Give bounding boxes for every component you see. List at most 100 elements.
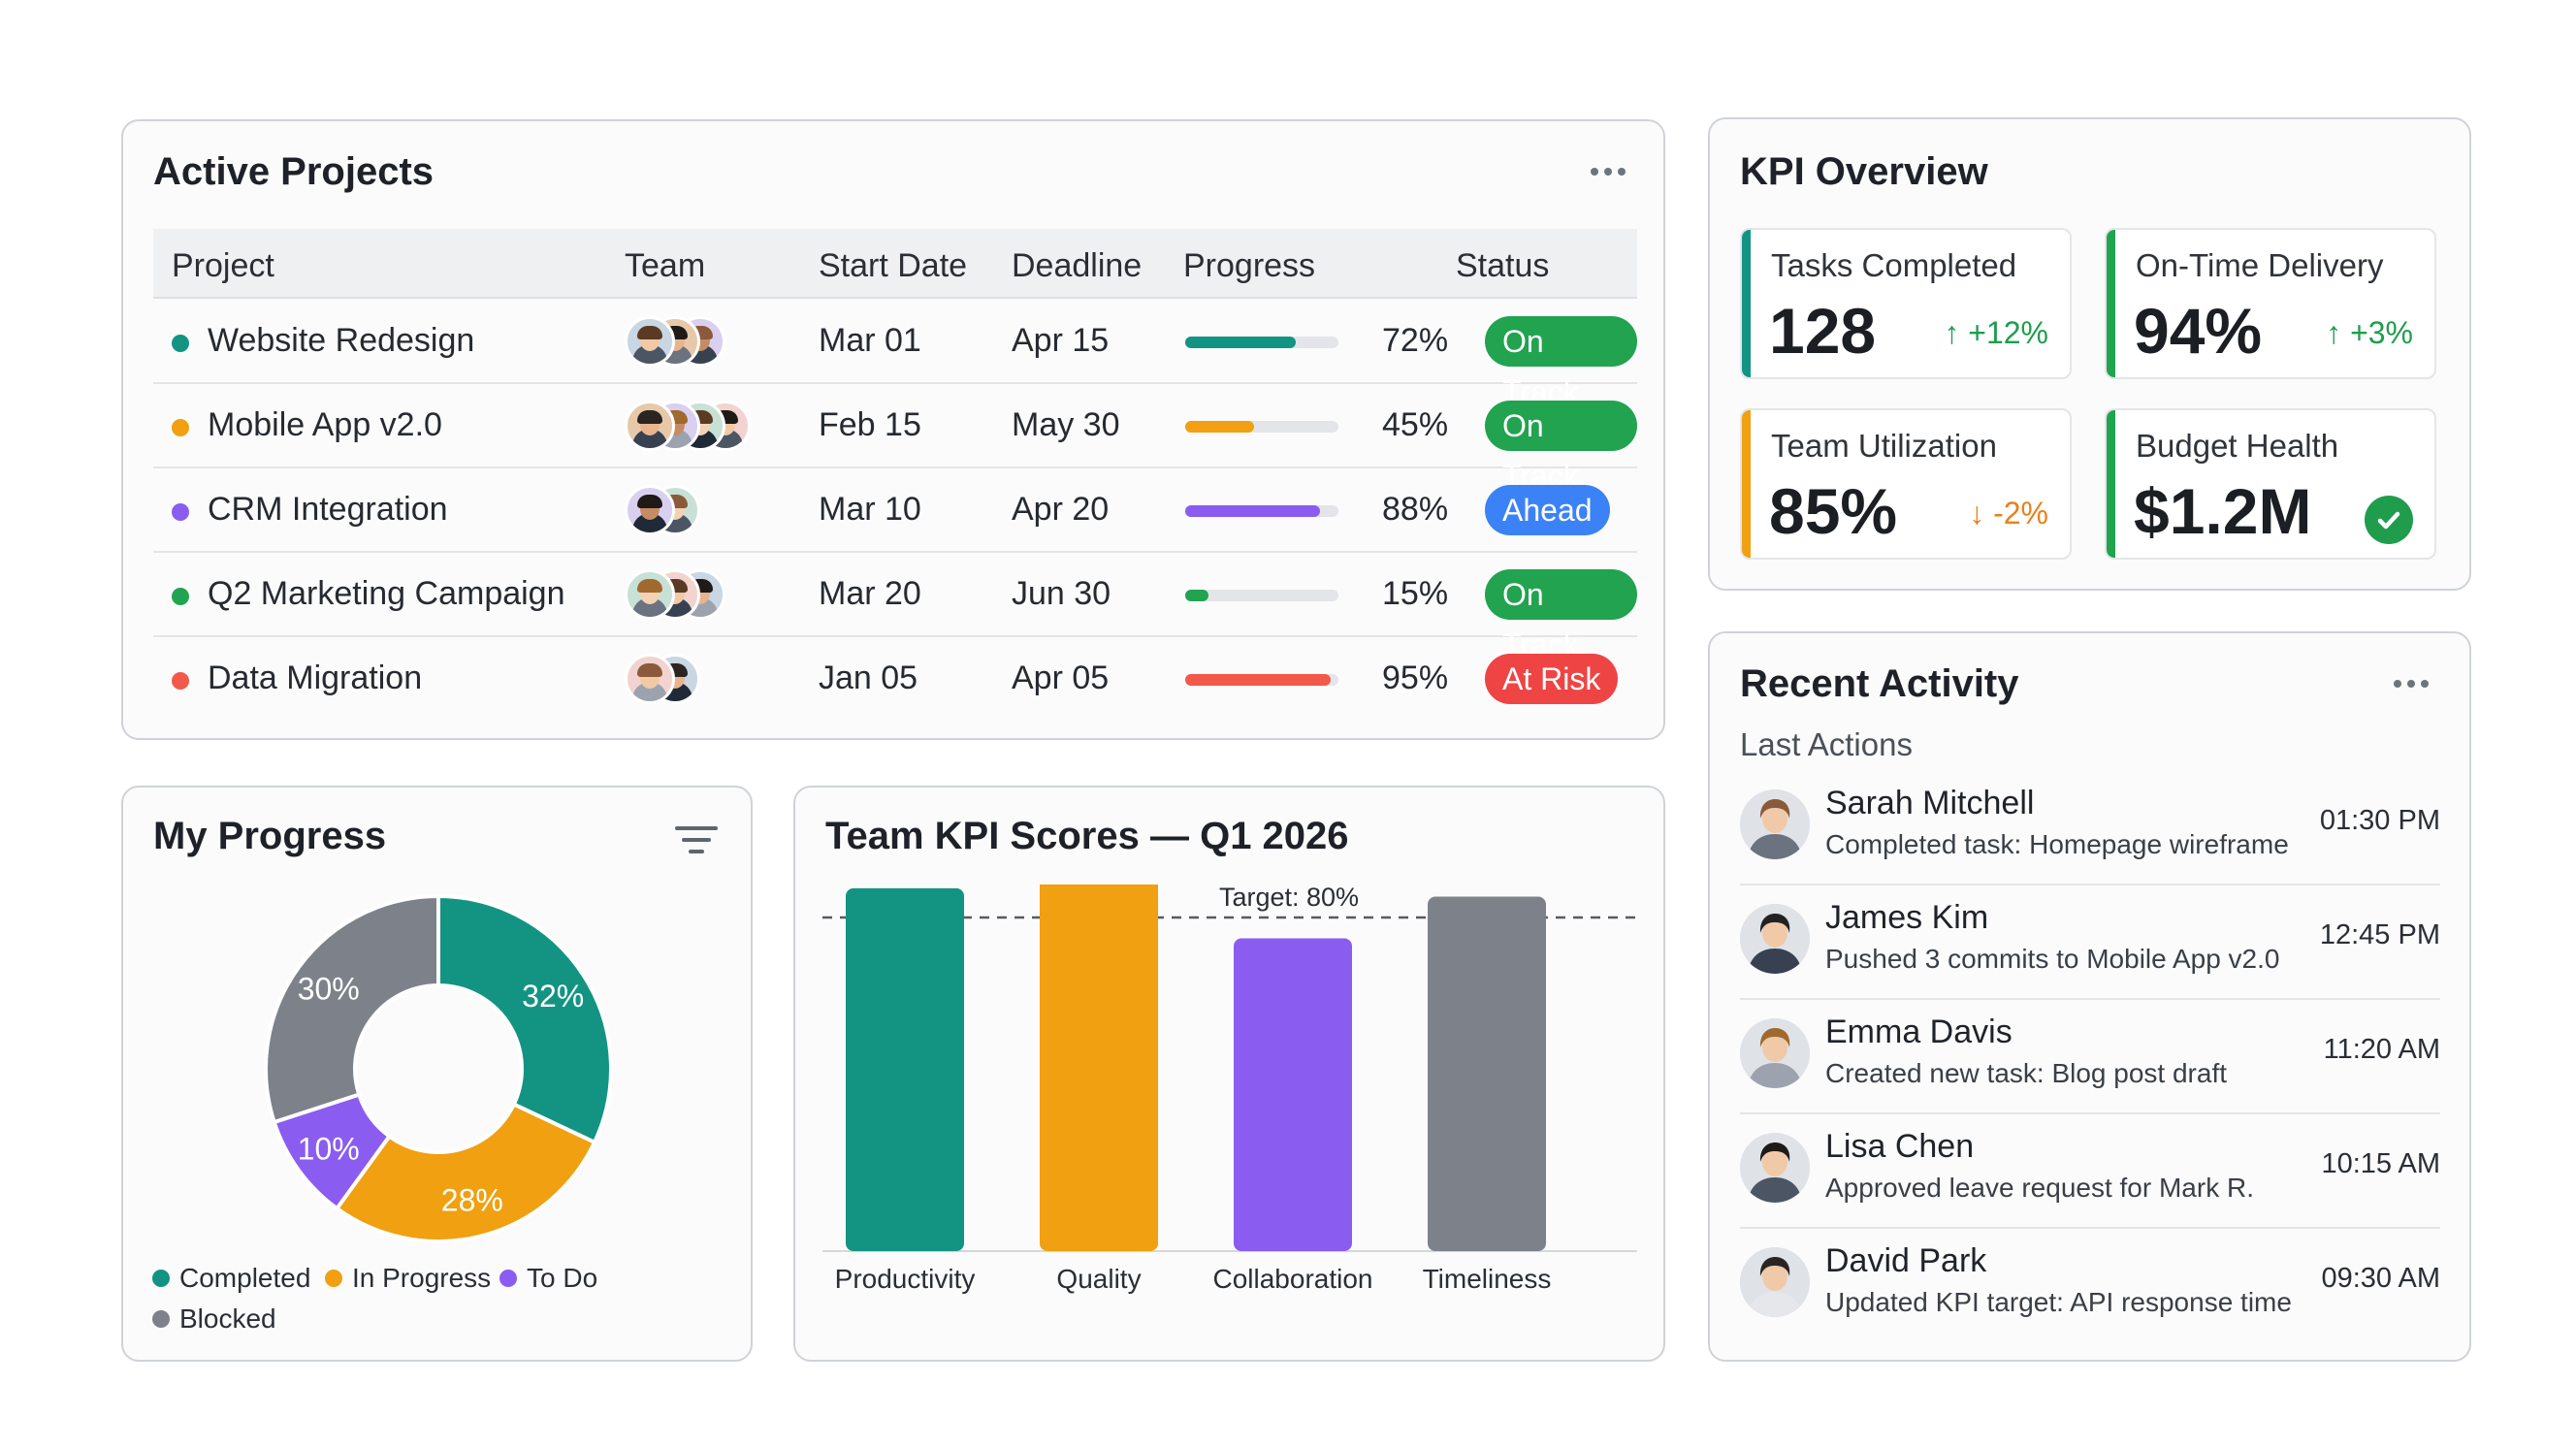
- my-progress-card: My Progress 32% 28% 10% 30% Completed In Pr…: [121, 786, 753, 1362]
- table-row[interactable]: Mobile App v2.0 Feb 15 May 30 45% On Track: [153, 384, 1637, 494]
- progress-percent: 45%: [1382, 406, 1449, 443]
- kpi-tile-budget-health[interactable]: Budget Health $1.2M: [2105, 408, 2436, 560]
- kpi-value: 128: [1769, 295, 1877, 367]
- kpi-value: $1.2M: [2134, 475, 2312, 547]
- donut-slice-blocked[interactable]: [264, 893, 440, 1125]
- kpi-accent-bar: [2107, 230, 2115, 377]
- progress-percent: 72%: [1382, 322, 1449, 359]
- more-options-icon[interactable]: [2386, 672, 2436, 695]
- kpi-tile-tasks-completed[interactable]: Tasks Completed 128 ↑ +12%: [1740, 228, 2072, 379]
- recent-activity-card: Recent Activity Last Actions Sarah Mitch…: [1708, 631, 2471, 1362]
- table-row[interactable]: Website Redesign Mar 01 Apr 15 72% On Track: [153, 300, 1637, 409]
- progress-bar: [1185, 337, 1338, 348]
- donut-legend: Completed In Progress To Do Blocked: [152, 1263, 734, 1350]
- avatar[interactable]: [625, 316, 675, 367]
- divider: [1740, 1227, 2440, 1229]
- activity-item[interactable]: Emma Davis Created new task: Blog post dr…: [1740, 1000, 2440, 1114]
- avatar-shirt: [632, 429, 667, 448]
- project-name[interactable]: Q2 Marketing Campaign: [208, 575, 565, 612]
- column-header-status[interactable]: Status: [1456, 247, 1550, 284]
- status-badge[interactable]: On Track: [1485, 316, 1637, 409]
- column-header-start-date[interactable]: Start Date: [819, 247, 968, 284]
- status-badge[interactable]: On Track: [1485, 569, 1637, 662]
- project-name[interactable]: Website Redesign: [208, 322, 475, 359]
- avatar[interactable]: [625, 569, 675, 620]
- recent-activity-subtitle: Last Actions: [1740, 726, 1913, 762]
- bar-timeliness[interactable]: [1428, 896, 1546, 1252]
- activity-user-name[interactable]: David Park: [1825, 1242, 1987, 1279]
- donut-slice-label: 32%: [522, 979, 584, 1014]
- kpi-label: Team Utilization: [1771, 428, 1997, 464]
- table-row[interactable]: Q2 Marketing Campaign Mar 20 Jun 30 15% On T…: [153, 553, 1637, 662]
- recent-activity-title: Recent Activity: [1740, 662, 2019, 705]
- divider: [1740, 998, 2440, 1000]
- bar-productivity[interactable]: [846, 887, 964, 1251]
- avatar[interactable]: [1740, 789, 1810, 859]
- avatar-hair: [637, 663, 662, 677]
- filter-icon[interactable]: [674, 822, 719, 857]
- progress-bar: [1185, 674, 1338, 686]
- start-date: Mar 20: [819, 575, 921, 612]
- deadline: Jun 30: [1012, 575, 1111, 612]
- x-tick-label: Timeliness: [1423, 1264, 1552, 1294]
- donut-slice-label: 28%: [441, 1183, 503, 1218]
- activity-user-name[interactable]: Sarah Mitchell: [1825, 785, 2035, 821]
- activity-description: Completed task: Homepage wireframe: [1825, 829, 2289, 859]
- project-status-dot: [172, 335, 189, 352]
- legend-swatch: [152, 1270, 170, 1287]
- legend-item-completed: Completed: [152, 1263, 310, 1294]
- status-badge[interactable]: At Risk: [1485, 654, 1619, 704]
- project-name[interactable]: CRM Integration: [208, 491, 448, 528]
- donut-slice-in-progress[interactable]: [334, 1101, 597, 1243]
- progress-bar-fill: [1185, 505, 1321, 517]
- legend-swatch: [152, 1310, 170, 1328]
- column-header-progress[interactable]: Progress: [1183, 247, 1316, 284]
- bar-collaboration[interactable]: [1234, 938, 1352, 1252]
- kpi-value: 94%: [2134, 295, 2263, 367]
- avatar[interactable]: [1740, 904, 1810, 974]
- avatar[interactable]: [1740, 1018, 1810, 1088]
- activity-user-name[interactable]: James Kim: [1825, 899, 1989, 936]
- kpi-accent-bar: [1742, 230, 1751, 377]
- x-tick-label: Collaboration: [1213, 1264, 1373, 1294]
- activity-description: Updated KPI target: API response time: [1825, 1287, 2292, 1317]
- activity-item[interactable]: David Park Updated KPI target: API respon…: [1740, 1229, 2440, 1343]
- kpi-tile-team-utilization[interactable]: Team Utilization 85% ↓ -2%: [1740, 408, 2072, 560]
- project-name[interactable]: Mobile App v2.0: [208, 406, 442, 443]
- status-badge[interactable]: Ahead: [1485, 485, 1610, 535]
- activity-item[interactable]: James Kim Pushed 3 commits to Mobile App …: [1740, 885, 2440, 1000]
- project-status-dot: [172, 419, 189, 436]
- kpi-accent-bar: [1742, 410, 1751, 558]
- bar-quality[interactable]: [1040, 885, 1158, 1251]
- column-header-deadline[interactable]: Deadline: [1012, 247, 1143, 284]
- deadline: Apr 05: [1012, 660, 1110, 696]
- activity-user-name[interactable]: Lisa Chen: [1825, 1128, 1975, 1165]
- team-kpi-bar-chart: Target: 80%87%Productivity92%QualityColl…: [822, 885, 1637, 1294]
- status-badge[interactable]: On Track: [1485, 401, 1637, 494]
- column-header-project[interactable]: Project: [172, 247, 274, 284]
- avatar[interactable]: [1740, 1133, 1810, 1203]
- kpi-tile-on-time-delivery[interactable]: On-Time Delivery 94% ↑ +3%: [2105, 228, 2436, 379]
- progress-bar-fill: [1185, 337, 1296, 348]
- avatar-shirt: [632, 513, 667, 532]
- donut-slice-completed[interactable]: [436, 893, 613, 1145]
- activity-description: Pushed 3 commits to Mobile App v2.0: [1825, 944, 2280, 974]
- activity-item[interactable]: Sarah Mitchell Completed task: Homepage w…: [1740, 771, 2440, 885]
- table-row[interactable]: Data Migration Jan 05 Apr 05 95% At Risk: [153, 637, 1637, 722]
- avatar[interactable]: [1740, 1247, 1810, 1317]
- activity-user-name[interactable]: Emma Davis: [1825, 1014, 2012, 1050]
- kpi-delta: ↓ -2%: [1969, 496, 2048, 531]
- kpi-accent-bar: [2107, 410, 2115, 558]
- table-row[interactable]: CRM Integration Mar 10 Apr 20 88% Ahead: [153, 468, 1637, 553]
- avatar[interactable]: [625, 485, 675, 535]
- activity-item[interactable]: Lisa Chen Approved leave request for Mark…: [1740, 1114, 2440, 1229]
- avatar[interactable]: [625, 401, 675, 451]
- activity-timestamp: 12:45 PM: [2319, 919, 2440, 950]
- avatar-hair: [637, 410, 662, 424]
- project-name[interactable]: Data Migration: [208, 660, 423, 696]
- column-header-team[interactable]: Team: [625, 247, 706, 284]
- progress-percent: 15%: [1382, 575, 1449, 612]
- more-options-icon[interactable]: [1583, 160, 1633, 183]
- progress-bar: [1185, 590, 1338, 601]
- avatar[interactable]: [625, 654, 675, 704]
